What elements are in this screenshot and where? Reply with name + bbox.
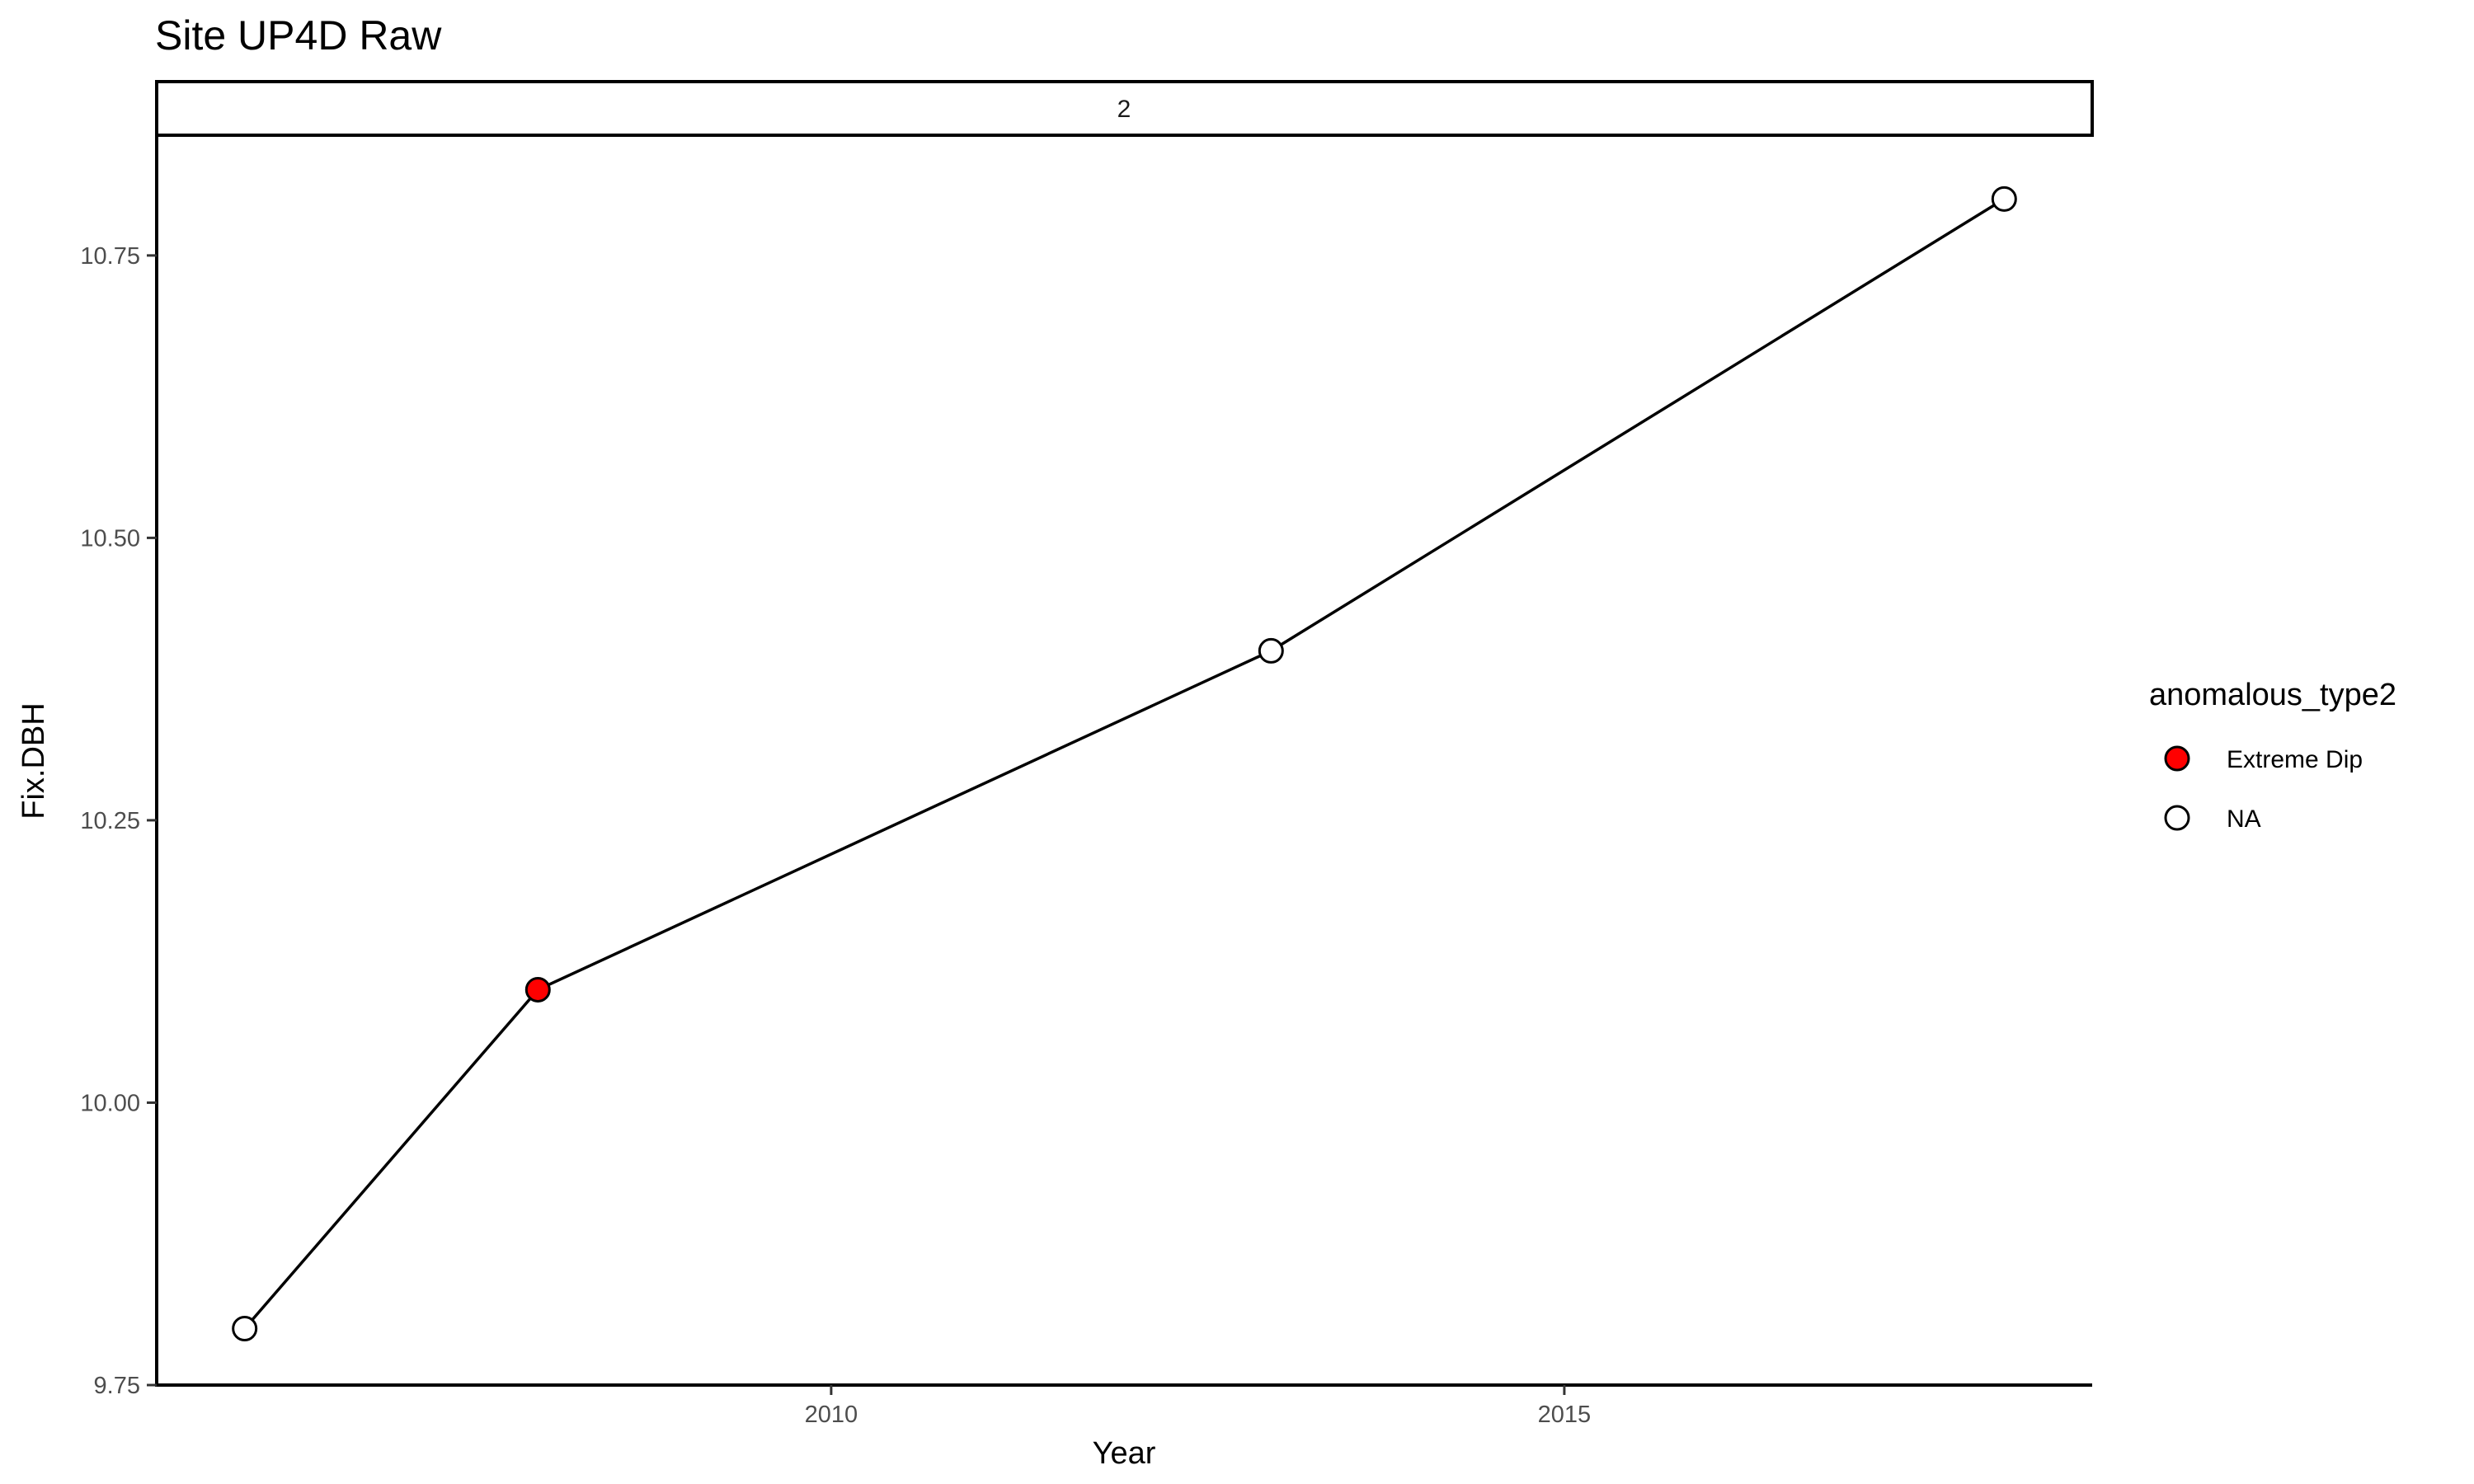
y-tick-label: 10.00 [80, 1090, 140, 1116]
legend: anomalous_type2 Extreme Dip NA [2149, 678, 2396, 833]
data-point [232, 1315, 258, 1341]
y-tick-label: 10.25 [80, 808, 140, 834]
y-tick-label: 10.75 [80, 243, 140, 270]
facet-strip [155, 80, 2094, 137]
series-line [243, 197, 2006, 1330]
y-axis-title: Fix.DBH [16, 702, 51, 819]
x-tick-label: 2010 [805, 1402, 858, 1428]
chart-title: Site UP4D Raw [155, 12, 442, 59]
legend-key [2164, 745, 2190, 772]
data-point [1991, 186, 2017, 212]
data-point [1258, 637, 1284, 664]
series-points [232, 186, 2017, 1341]
legend-label: NA [2227, 805, 2261, 833]
legend-title: anomalous_type2 [2149, 678, 2396, 712]
y-axis-ticks: 9.75 10.00 10.25 10.50 10.75 [80, 243, 157, 1399]
x-axis-title: Year [1093, 1436, 1156, 1471]
y-tick-label: 9.75 [94, 1373, 140, 1399]
data-point [524, 976, 551, 1003]
x-tick-label: 2015 [1538, 1402, 1592, 1428]
facet-strip-label: 2 [1117, 96, 1131, 123]
series-line-path [243, 197, 2006, 1330]
x-axis-ticks: 2010 2015 [805, 1385, 1592, 1428]
y-tick-label: 10.50 [80, 525, 140, 552]
legend-label: Extreme Dip [2227, 746, 2363, 773]
legend-key [2164, 805, 2190, 831]
